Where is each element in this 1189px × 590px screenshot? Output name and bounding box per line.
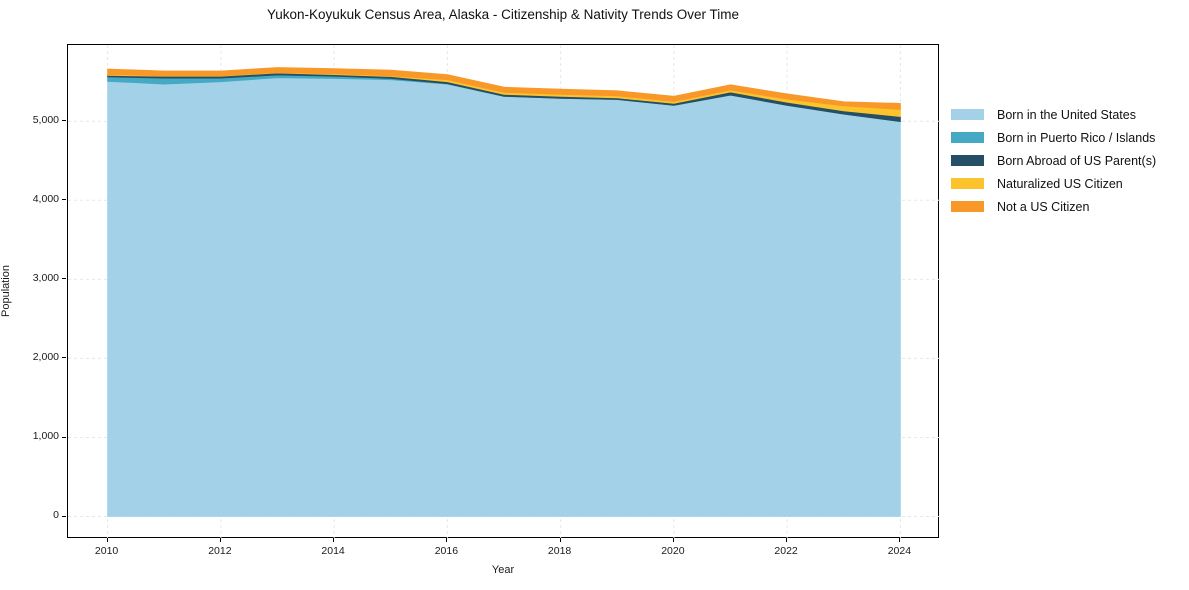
area-band <box>107 77 901 517</box>
x-axis-label: Year <box>491 564 515 576</box>
x-tick-mark <box>219 538 221 542</box>
chart-title: Yukon-Koyukuk Census Area, Alaska - Citi… <box>267 7 739 22</box>
x-tick-mark <box>899 538 901 542</box>
legend-swatch <box>951 132 984 143</box>
x-tick-label: 2020 <box>661 545 685 557</box>
legend-item: Born in Puerto Rico / Islands <box>951 126 1156 149</box>
x-tick-label: 2014 <box>321 545 345 557</box>
x-tick-label: 2018 <box>547 545 572 557</box>
legend-item: Not a US Citizen <box>951 195 1156 218</box>
legend-swatch <box>951 109 984 120</box>
stacked-area-plot <box>68 45 940 539</box>
x-tick-mark <box>333 538 335 542</box>
legend-item: Naturalized US Citizen <box>951 172 1156 195</box>
y-tick-label: 2,000 <box>32 350 59 363</box>
legend-item: Born Abroad of US Parent(s) <box>951 149 1156 172</box>
area-band <box>107 67 901 110</box>
y-tick-mark <box>62 199 66 201</box>
y-tick-label: 4,000 <box>32 192 59 205</box>
y-tick-mark <box>62 436 66 438</box>
legend-swatch <box>951 201 984 212</box>
plot-area <box>67 44 940 539</box>
legend-label: Born in the United States <box>997 107 1136 122</box>
x-tick-mark <box>786 538 788 542</box>
y-tick-label: 0 <box>53 509 59 521</box>
x-tick-label: 2016 <box>434 545 459 557</box>
x-tick-mark <box>106 538 108 542</box>
legend-swatch <box>951 155 984 166</box>
legend-item: Born in the United States <box>951 103 1156 126</box>
x-tick-mark <box>672 538 674 542</box>
y-tick-label: 3,000 <box>32 271 59 284</box>
y-tick-mark <box>62 357 66 359</box>
y-tick-mark <box>62 120 66 122</box>
x-tick-label: 2022 <box>774 545 798 557</box>
x-tick-mark <box>446 538 448 542</box>
legend-label: Born in Puerto Rico / Islands <box>997 130 1156 145</box>
x-tick-mark <box>559 538 561 542</box>
y-tick-mark <box>62 278 66 280</box>
legend-swatch <box>951 178 984 189</box>
y-tick-mark <box>62 515 66 517</box>
y-tick-label: 1,000 <box>32 430 59 442</box>
y-axis-label: Population <box>0 265 12 317</box>
legend-label: Born Abroad of US Parent(s) <box>997 153 1157 168</box>
x-tick-label: 2024 <box>887 545 912 557</box>
legend-label: Naturalized US Citizen <box>997 176 1123 191</box>
x-tick-label: 2010 <box>94 545 119 557</box>
legend-label: Not a US Citizen <box>997 199 1090 214</box>
x-tick-label: 2012 <box>208 545 232 557</box>
y-tick-label: 5,000 <box>32 113 59 126</box>
legend: Born in the United States Born in Puerto … <box>951 103 1156 218</box>
